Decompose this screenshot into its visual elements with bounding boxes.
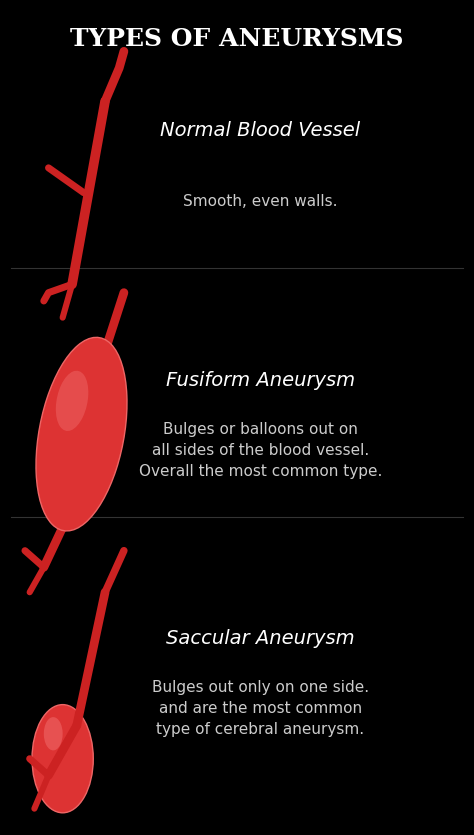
Circle shape <box>44 717 63 751</box>
Text: Normal Blood Vessel: Normal Blood Vessel <box>161 121 361 140</box>
Text: TYPES OF ANEURYSMS: TYPES OF ANEURYSMS <box>70 27 404 51</box>
Text: Fusiform Aneurysm: Fusiform Aneurysm <box>166 371 355 390</box>
Circle shape <box>32 705 93 812</box>
Ellipse shape <box>56 371 88 431</box>
Text: Bulges out only on one side.
and are the most common
type of cerebral aneurysm.: Bulges out only on one side. and are the… <box>152 681 369 737</box>
Ellipse shape <box>36 337 127 531</box>
Text: Saccular Aneurysm: Saccular Aneurysm <box>166 629 355 647</box>
Text: Smooth, even walls.: Smooth, even walls. <box>183 194 338 209</box>
Text: Bulges or balloons out on
all sides of the blood vessel.
Overall the most common: Bulges or balloons out on all sides of t… <box>139 423 382 479</box>
